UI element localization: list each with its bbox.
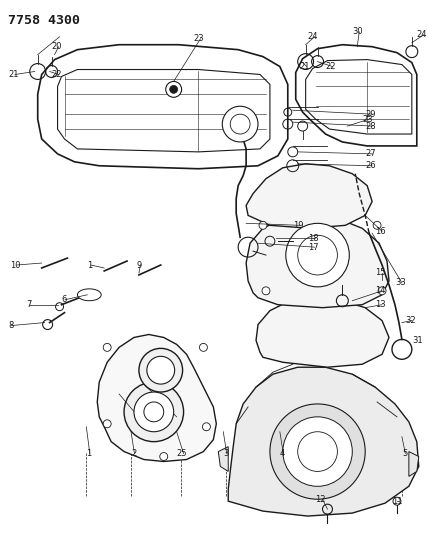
- Text: 21: 21: [8, 70, 18, 79]
- Text: 4: 4: [280, 449, 285, 458]
- Text: 7758 4300: 7758 4300: [8, 14, 80, 27]
- Text: 23: 23: [193, 34, 204, 43]
- Text: 32: 32: [405, 316, 416, 325]
- Text: 24: 24: [417, 30, 427, 39]
- Circle shape: [283, 417, 352, 486]
- Circle shape: [262, 287, 270, 295]
- Text: 1: 1: [87, 261, 92, 270]
- Circle shape: [147, 356, 175, 384]
- Text: 30: 30: [352, 27, 363, 36]
- Text: 15: 15: [375, 269, 386, 278]
- Text: 7: 7: [26, 300, 31, 309]
- Circle shape: [103, 343, 111, 351]
- Circle shape: [199, 343, 208, 351]
- Text: 27: 27: [365, 149, 376, 158]
- Circle shape: [124, 382, 184, 442]
- Text: 16: 16: [375, 227, 386, 236]
- Circle shape: [286, 223, 349, 287]
- Text: 19: 19: [293, 221, 303, 230]
- Text: 22: 22: [52, 70, 62, 79]
- Polygon shape: [77, 289, 101, 301]
- Polygon shape: [228, 367, 419, 516]
- Polygon shape: [296, 45, 417, 146]
- Text: 10: 10: [10, 261, 21, 270]
- Polygon shape: [97, 335, 216, 462]
- Polygon shape: [246, 164, 372, 228]
- Text: 18: 18: [308, 233, 318, 243]
- Circle shape: [373, 221, 381, 229]
- Text: 22: 22: [326, 62, 336, 71]
- Circle shape: [202, 423, 211, 431]
- Polygon shape: [38, 45, 288, 169]
- Text: 8: 8: [8, 321, 13, 330]
- Text: 17: 17: [308, 243, 318, 252]
- Circle shape: [160, 453, 168, 461]
- Polygon shape: [306, 60, 412, 134]
- Text: 12: 12: [315, 495, 326, 504]
- Circle shape: [222, 106, 258, 142]
- Text: 28: 28: [365, 122, 376, 131]
- Polygon shape: [57, 69, 270, 152]
- Text: 23: 23: [362, 115, 373, 124]
- Text: 20: 20: [52, 42, 62, 51]
- Circle shape: [139, 349, 183, 392]
- Text: 9: 9: [137, 261, 142, 270]
- Polygon shape: [409, 451, 419, 477]
- Text: 14: 14: [375, 286, 386, 295]
- Text: 26: 26: [365, 161, 376, 170]
- Text: 24: 24: [308, 33, 318, 41]
- Text: 29: 29: [365, 110, 376, 119]
- Text: 13: 13: [375, 300, 386, 309]
- Circle shape: [134, 392, 174, 432]
- Text: 3: 3: [223, 449, 229, 458]
- Text: 6: 6: [62, 295, 67, 304]
- Text: 11: 11: [392, 497, 402, 506]
- Text: 5: 5: [402, 449, 407, 458]
- Circle shape: [378, 287, 386, 295]
- Text: 21: 21: [300, 62, 310, 71]
- Circle shape: [169, 85, 178, 93]
- Text: 31: 31: [412, 336, 422, 345]
- Circle shape: [259, 221, 267, 229]
- Text: 1: 1: [86, 449, 92, 458]
- Text: 2: 2: [131, 449, 136, 458]
- Text: 33: 33: [395, 278, 406, 287]
- Polygon shape: [256, 298, 389, 367]
- Text: 25: 25: [177, 449, 187, 458]
- Circle shape: [270, 404, 365, 499]
- Circle shape: [103, 420, 111, 428]
- Polygon shape: [246, 215, 389, 308]
- Polygon shape: [218, 447, 228, 471]
- Circle shape: [166, 82, 181, 98]
